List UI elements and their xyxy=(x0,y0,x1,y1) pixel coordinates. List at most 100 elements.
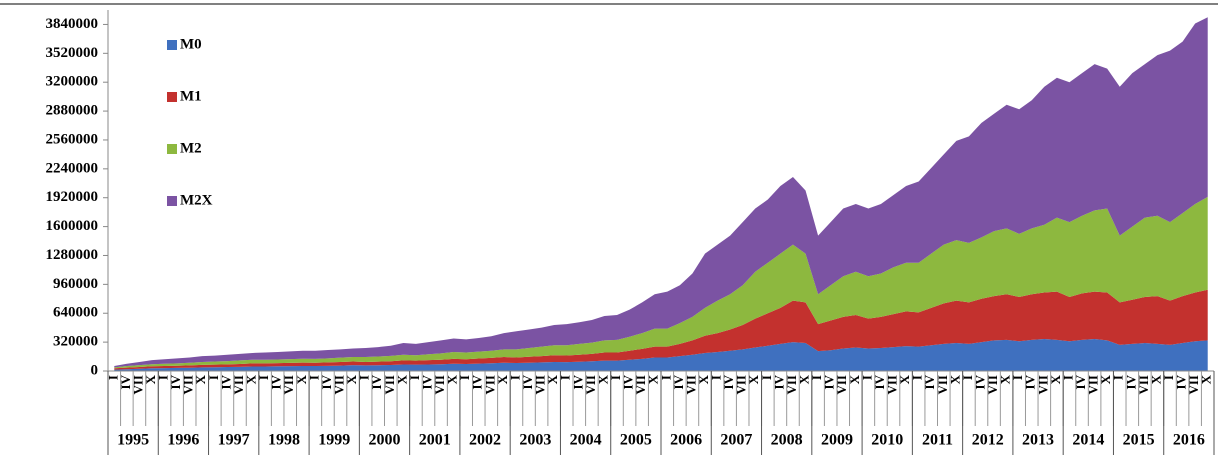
x-tick-label: I xyxy=(910,375,925,380)
x-tick-label: VII xyxy=(784,375,799,395)
year-label: 1999 xyxy=(318,432,350,449)
x-tick-label: I xyxy=(457,375,472,380)
x-tick-label: X xyxy=(947,374,962,384)
x-tick-label: IV xyxy=(671,374,686,389)
area xyxy=(114,196,1208,369)
x-tick-label: IV xyxy=(168,374,183,389)
x-tick-label: X xyxy=(1148,374,1163,384)
area xyxy=(114,17,1208,368)
x-tick-label: IV xyxy=(570,374,585,389)
x-tick-label: I xyxy=(407,375,422,380)
area xyxy=(114,289,1208,370)
x-tick-label: X xyxy=(646,374,661,384)
x-tick-label: I xyxy=(1161,375,1176,380)
x-tick-label: X xyxy=(847,374,862,384)
legend-swatch xyxy=(167,144,177,154)
x-tick-label: I xyxy=(357,375,372,380)
x-tick-label: X xyxy=(244,374,259,384)
year-label: 2002 xyxy=(469,432,501,449)
x-tick-label: X xyxy=(797,374,812,384)
x-tick-label: VII xyxy=(432,375,447,395)
x-tick-label: VII xyxy=(683,375,698,395)
x-tick-label: VII xyxy=(834,375,849,395)
x-tick-label: IV xyxy=(771,374,786,389)
x-tick-label: X xyxy=(445,374,460,384)
year-label: 2003 xyxy=(519,432,551,449)
x-tick-label: X xyxy=(495,374,510,384)
x-tick-label: VII xyxy=(985,375,1000,395)
y-tick-label: 960000 xyxy=(53,276,98,292)
x-tick-label: X xyxy=(344,374,359,384)
x-tick-label: IV xyxy=(1123,374,1138,389)
x-tick-label: VII xyxy=(1186,375,1201,395)
year-label: 2011 xyxy=(922,432,953,449)
x-tick-label: I xyxy=(859,375,874,380)
legend-swatch xyxy=(167,196,177,206)
x-tick-label: I xyxy=(709,375,724,380)
x-tick-label: VII xyxy=(533,375,548,395)
x-tick-label: X xyxy=(696,374,711,384)
year-label: 1995 xyxy=(117,432,149,449)
x-tick-label: I xyxy=(960,375,975,380)
legend-label: M2 xyxy=(180,140,202,156)
x-tick-label: X xyxy=(998,374,1013,384)
x-tick-label: IV xyxy=(319,374,334,389)
x-tick-label: IV xyxy=(721,374,736,389)
year-label: 1997 xyxy=(218,432,250,449)
x-tick-label: IV xyxy=(520,374,535,389)
x-tick-label: IV xyxy=(621,374,636,389)
year-label: 2007 xyxy=(720,432,752,449)
x-tick-label: VII xyxy=(281,375,296,395)
x-tick-label: I xyxy=(558,375,573,380)
year-label: 2012 xyxy=(972,432,1004,449)
year-label: 2016 xyxy=(1173,432,1205,449)
area xyxy=(114,338,1208,371)
x-tick-label: I xyxy=(759,375,774,380)
y-tick-label: 2240000 xyxy=(46,160,99,176)
x-tick-label: VII xyxy=(935,375,950,395)
year-label: 2006 xyxy=(670,432,702,449)
x-tick-label: I xyxy=(256,375,271,380)
x-tick-label: X xyxy=(294,374,309,384)
year-label: 2008 xyxy=(771,432,803,449)
x-tick-label: X xyxy=(394,374,409,384)
y-tick-label: 3200000 xyxy=(46,74,99,90)
x-tick-label: IV xyxy=(922,374,937,389)
legend-label: M1 xyxy=(180,88,202,104)
x-tick-label: IV xyxy=(470,374,485,389)
y-tick-label: 1920000 xyxy=(46,189,99,205)
y-tick-label: 2880000 xyxy=(46,103,99,119)
x-tick-label: VII xyxy=(482,375,497,395)
x-tick-label: I xyxy=(1010,375,1025,380)
year-label: 2009 xyxy=(821,432,853,449)
x-tick-label: VII xyxy=(130,375,145,395)
year-label: 2014 xyxy=(1072,432,1104,449)
x-tick-label: I xyxy=(658,375,673,380)
legend-label: M2X xyxy=(180,192,213,208)
x-tick-label: X xyxy=(595,374,610,384)
x-tick-label: IV xyxy=(118,374,133,389)
x-tick-label: IV xyxy=(218,374,233,389)
x-tick-label: I xyxy=(1060,375,1075,380)
year-label: 2013 xyxy=(1022,432,1054,449)
x-tick-label: I xyxy=(809,375,824,380)
x-tick-label: IV xyxy=(269,374,284,389)
x-tick-label: I xyxy=(206,375,221,380)
x-tick-label: X xyxy=(545,374,560,384)
x-tick-label: VII xyxy=(633,375,648,395)
x-tick-label: X xyxy=(746,374,761,384)
x-tick-label: X xyxy=(1098,374,1113,384)
y-tick-label: 0 xyxy=(91,362,99,378)
x-tick-label: VII xyxy=(231,375,246,395)
x-tick-label: IV xyxy=(972,374,987,389)
x-tick-label: I xyxy=(1111,375,1126,380)
year-label: 2004 xyxy=(570,432,602,449)
x-tick-label: X xyxy=(193,374,208,384)
x-tick-label: VII xyxy=(583,375,598,395)
year-label: 2015 xyxy=(1123,432,1155,449)
x-tick-label: I xyxy=(507,375,522,380)
x-tick-label: I xyxy=(608,375,623,380)
x-tick-label: IV xyxy=(1174,374,1189,389)
x-tick-label: I xyxy=(156,375,171,380)
